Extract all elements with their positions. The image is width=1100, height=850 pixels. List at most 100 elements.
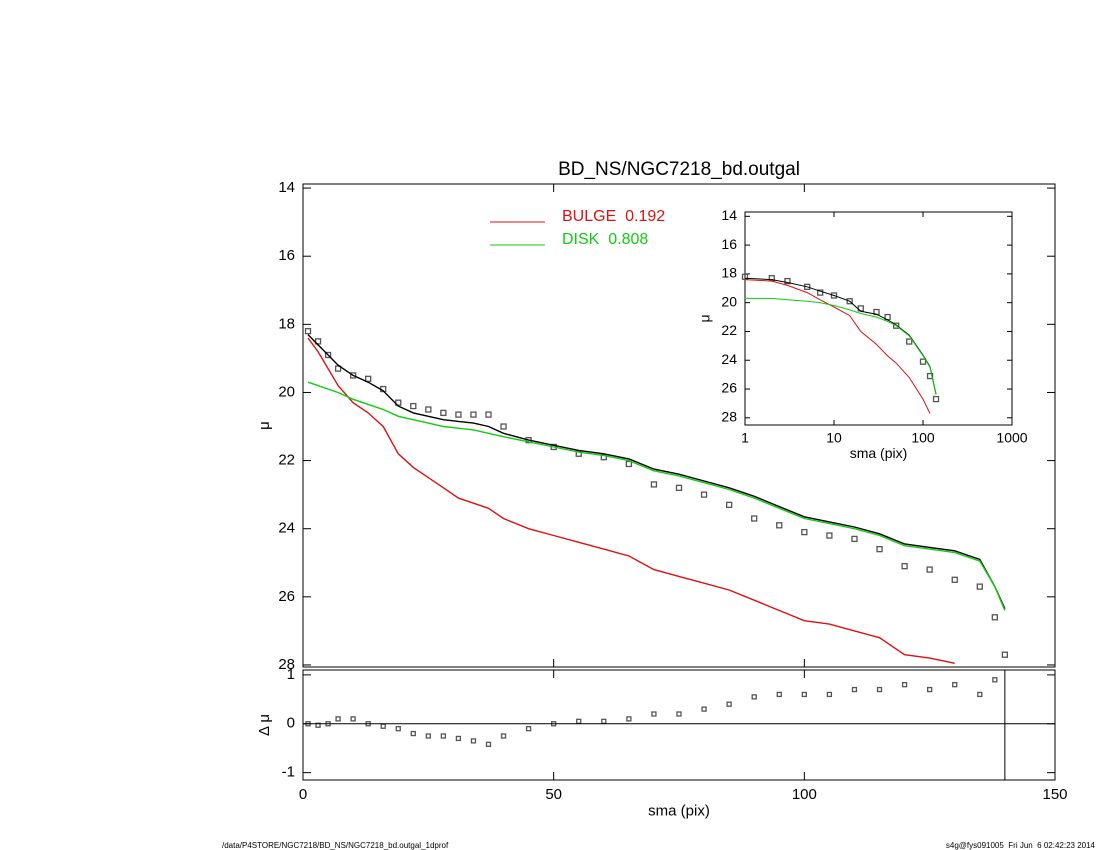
data-point [425,406,432,413]
data-point [500,423,507,430]
model-line [745,297,937,395]
data-point [991,614,998,621]
data-point [304,327,312,335]
x-axis-label: sma (pix) [850,445,908,461]
data-point [625,460,633,468]
y-tick-label: 24 [278,520,295,537]
data-point [380,723,386,729]
data-point [977,691,983,698]
footer-path: /data/P4STORE/NGC7218/BD_NS/NGC7218_bd.o… [222,841,449,850]
data-point [410,730,416,737]
chart-title: BD_NS/NGC7218_bd.outgal [558,159,800,180]
x-tick-label: 1 [741,430,749,446]
x-tick-label: 50 [545,786,562,803]
y-tick-label: 18 [278,315,295,332]
data-point [601,718,607,724]
data-point [951,576,958,583]
data-point [626,716,632,722]
y-tick-label: 18 [721,265,737,281]
x-axis-label: sma (pix) [648,802,710,819]
data-point [576,718,582,724]
data-point [826,532,833,539]
model-line [744,277,937,395]
data-point [600,454,607,461]
data-point [500,733,507,739]
data-point [455,735,462,742]
y-tick-label: 20 [721,293,737,309]
data-point [675,484,683,491]
data-point [676,711,682,717]
data-point [440,409,447,417]
data-point [470,411,477,418]
y-tick-label: 16 [278,247,295,264]
footer-stamp: s4g@fys091005 Fri Jun 6 02:42:23 2014 [946,841,1096,850]
y-tick-label: -1 [282,764,295,781]
x-tick-label: 100 [792,786,817,803]
data-point [410,402,417,410]
data-point [350,716,356,722]
data-point [425,733,431,739]
data-point [876,545,883,553]
data-point [751,694,757,700]
data-point [851,686,858,693]
data-point [725,501,733,509]
y-tick-label: 28 [278,656,295,673]
axes-frame [302,669,1056,781]
data-point [893,322,900,329]
data-point [919,358,927,365]
x-tick-label: 150 [1042,786,1067,803]
data-point [575,450,582,457]
data-point [851,535,858,543]
data-point [804,283,811,290]
model-line [744,279,931,414]
y-axis-label: Δ μ [256,714,273,736]
data-point [335,716,341,722]
data-point [817,289,824,296]
data-point [992,677,998,683]
data-point [334,365,342,372]
data-point [801,691,807,698]
data-point [525,726,532,732]
data-point [741,273,749,280]
data-point [776,691,782,698]
data-point [349,372,357,379]
data-point [751,515,758,522]
data-point [650,481,658,488]
y-axis-label: μ [256,421,273,430]
data-point [485,741,492,747]
y-tick-label: 26 [278,588,295,605]
data-point [701,706,707,712]
data-point [726,701,732,707]
data-point [932,395,940,403]
legend-label: BULGE 0.192 [562,208,665,225]
axes-frame [744,211,1013,426]
y-tick-label: 16 [721,236,737,252]
data-point [365,375,372,382]
model-line [307,337,955,664]
data-point [901,563,908,570]
data-point [926,566,933,573]
data-point [1001,651,1009,658]
x-tick-label: 1000 [996,430,1027,446]
y-tick-label: 20 [278,383,295,400]
data-point [651,711,657,717]
data-point [906,338,913,345]
data-point [901,682,908,688]
data-point [485,411,492,418]
y-tick-label: 1 [287,666,295,683]
y-tick-label: 24 [721,351,737,367]
data-point [846,298,853,305]
y-tick-label: 22 [278,452,295,469]
data-point [801,528,808,536]
axes-frame [302,183,1056,668]
y-tick-label: 28 [721,409,737,425]
y-tick-label: 14 [721,207,737,223]
data-point [470,738,477,744]
data-point [826,691,833,698]
data-point [455,411,462,418]
model-line [307,381,1006,611]
x-tick-label: 10 [826,430,842,446]
data-point [700,491,708,498]
y-tick-label: 26 [721,380,737,396]
